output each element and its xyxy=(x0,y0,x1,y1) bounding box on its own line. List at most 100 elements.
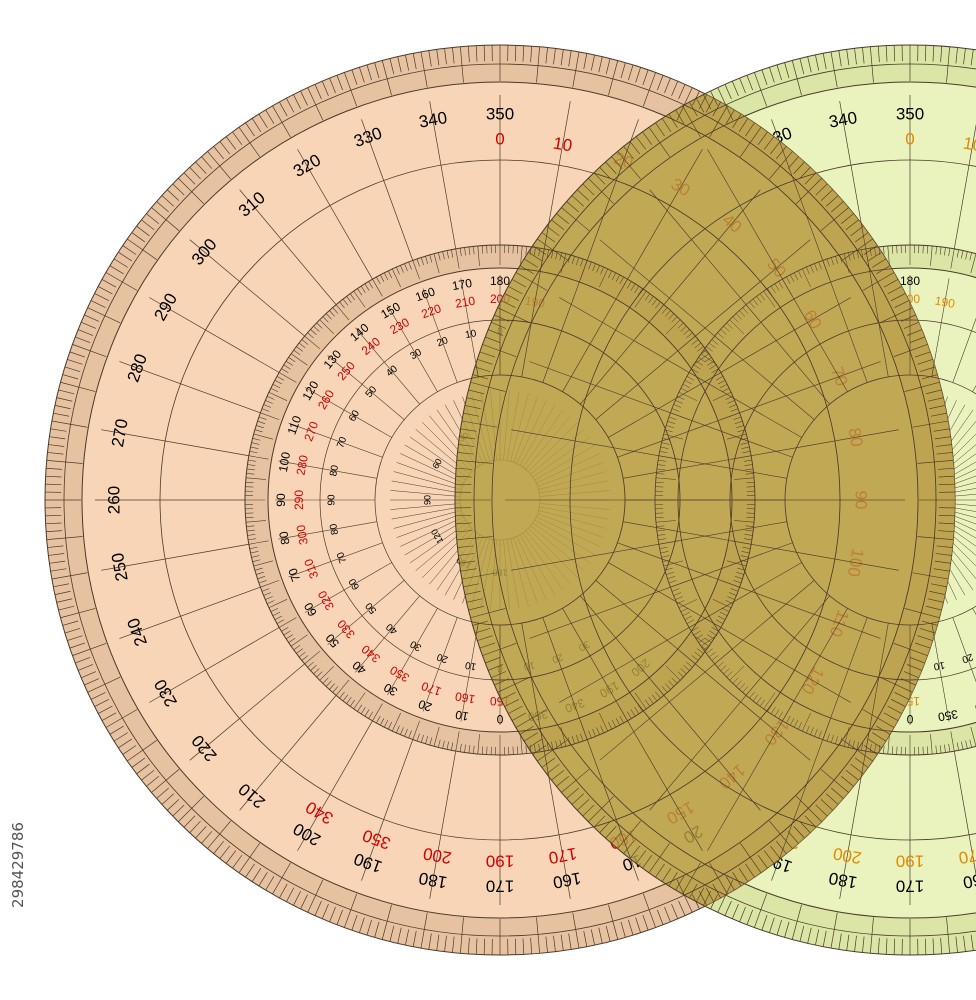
tick-mark xyxy=(582,183,595,196)
outer-degree-label-accent: 190 xyxy=(486,852,514,871)
tick-mark xyxy=(745,529,754,532)
tick-mark xyxy=(307,661,314,668)
tick-mark xyxy=(635,136,647,150)
inner-degree-label: 10 xyxy=(464,659,477,672)
tick-mark xyxy=(629,845,640,859)
tick-mark xyxy=(442,251,445,260)
tick-mark xyxy=(745,468,754,471)
tick-mark xyxy=(344,893,358,928)
tick-mark xyxy=(744,534,753,536)
tick-mark xyxy=(225,136,237,150)
tick-mark xyxy=(452,936,455,953)
radial-line xyxy=(239,695,337,811)
inner-degree-label: 90 xyxy=(327,494,338,506)
tick-mark xyxy=(838,50,842,67)
tick-mark xyxy=(742,307,749,314)
tick-mark xyxy=(872,732,887,742)
tick-mark xyxy=(468,389,485,395)
tick-mark xyxy=(887,245,890,266)
tick-mark xyxy=(81,321,97,329)
tick-mark xyxy=(715,619,724,624)
tick-mark xyxy=(593,815,606,828)
tick-mark xyxy=(734,477,755,480)
tick-mark xyxy=(172,804,185,817)
tick-mark xyxy=(256,571,264,575)
tick-mark xyxy=(668,113,678,128)
tick-mark xyxy=(759,293,766,301)
tick-mark xyxy=(778,281,783,289)
tick-mark xyxy=(684,615,693,620)
tick-mark xyxy=(201,831,213,844)
tick-mark xyxy=(869,743,872,752)
tick-mark xyxy=(274,615,283,620)
tick-mark xyxy=(671,903,679,919)
tick-mark xyxy=(304,335,321,350)
tick-mark xyxy=(938,522,955,525)
tick-mark xyxy=(523,258,538,268)
tick-mark xyxy=(802,268,811,288)
tick-mark xyxy=(596,727,600,735)
middle-degree-label-accent: 280 xyxy=(294,454,311,476)
tick-mark xyxy=(455,522,472,525)
radial-line xyxy=(149,627,280,703)
tick-mark xyxy=(732,677,739,684)
middle-degree-label: 160 xyxy=(413,284,437,304)
tick-mark xyxy=(655,863,665,878)
tick-mark xyxy=(342,298,349,306)
tick-mark xyxy=(219,141,231,155)
tick-mark xyxy=(359,917,365,933)
tick-mark xyxy=(830,257,834,266)
tick-mark xyxy=(727,400,735,404)
tick-mark xyxy=(734,420,743,424)
tick-mark xyxy=(481,245,484,254)
tick-mark xyxy=(761,914,768,931)
tick-mark xyxy=(924,938,927,955)
tick-mark xyxy=(307,87,324,121)
radial-line xyxy=(361,739,414,881)
tick-mark xyxy=(804,815,817,828)
tick-mark xyxy=(932,45,935,62)
tick-mark xyxy=(969,252,972,261)
tick-mark xyxy=(416,258,420,267)
tick-mark xyxy=(720,665,727,671)
tick-mark xyxy=(67,359,83,365)
tick-mark xyxy=(806,266,810,275)
tick-mark xyxy=(686,619,695,624)
tick-mark xyxy=(446,741,449,750)
tick-mark xyxy=(769,820,793,849)
tick-mark xyxy=(438,252,441,261)
tick-mark xyxy=(479,642,496,649)
tick-mark xyxy=(726,671,733,678)
tick-mark xyxy=(704,637,712,643)
tick-mark xyxy=(261,408,270,412)
tick-mark xyxy=(113,258,128,268)
tick-mark xyxy=(260,412,280,420)
tick-mark xyxy=(611,272,616,281)
tick-mark xyxy=(559,739,562,748)
tick-mark xyxy=(364,283,370,291)
tick-mark xyxy=(51,572,88,580)
tick-mark xyxy=(936,452,953,455)
tick-mark xyxy=(54,405,71,410)
tick-mark xyxy=(763,850,775,864)
tick-mark xyxy=(807,927,812,944)
tick-mark xyxy=(935,745,937,754)
tick-mark xyxy=(178,796,204,822)
tick-mark xyxy=(457,545,474,548)
tick-mark xyxy=(854,48,857,65)
tick-mark xyxy=(904,608,940,619)
tick-mark xyxy=(938,475,955,478)
tick-mark xyxy=(752,298,759,306)
tick-mark xyxy=(360,706,366,715)
tick-mark xyxy=(925,605,942,611)
tick-mark xyxy=(797,270,802,279)
tick-mark xyxy=(537,238,567,260)
tick-mark xyxy=(917,359,933,365)
tick-mark xyxy=(835,256,839,264)
tick-mark xyxy=(246,525,255,527)
tick-mark xyxy=(682,862,701,895)
tick-mark xyxy=(408,261,412,270)
tick-mark xyxy=(909,657,925,664)
tick-mark xyxy=(786,276,791,285)
tick-mark xyxy=(109,725,124,735)
